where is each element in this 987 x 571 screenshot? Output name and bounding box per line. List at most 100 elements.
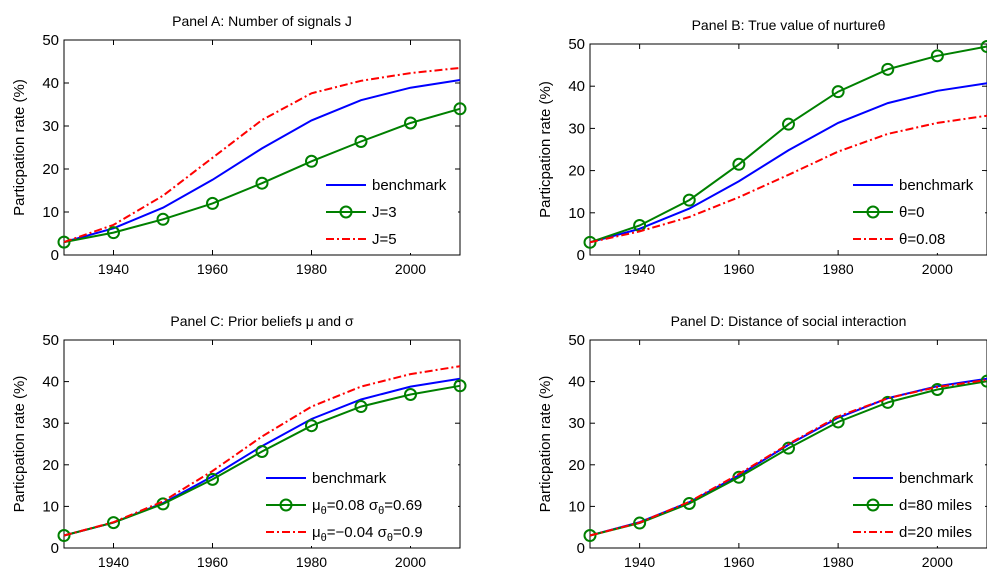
series-line-3 <box>63 365 461 537</box>
legend-label: benchmark <box>899 177 974 194</box>
y-tick-label: 20 <box>568 163 585 180</box>
data-point <box>682 193 696 207</box>
plot-frame <box>63 39 461 256</box>
y-tick-label: 10 <box>42 204 59 221</box>
y-tick-label: 0 <box>51 540 59 557</box>
series-line-2 <box>63 107 461 244</box>
y-axis-label: Particpation rate (%) <box>11 376 28 513</box>
data-point <box>732 157 746 171</box>
series-line-1 <box>63 79 461 244</box>
data-point <box>206 472 219 486</box>
legend-label: J=5 <box>372 231 397 248</box>
data-point <box>881 62 895 76</box>
series-line-1 <box>589 82 987 244</box>
y-tick-label: 50 <box>568 36 585 53</box>
data-point <box>782 117 795 131</box>
series-line-3 <box>589 378 987 537</box>
y-tick-label: 10 <box>568 498 585 515</box>
data-point <box>255 176 269 190</box>
y-tick-label: 50 <box>42 32 59 49</box>
y-tick-label: 20 <box>42 161 59 178</box>
series-line-2 <box>63 384 461 537</box>
data-point <box>206 196 219 210</box>
x-tick-label: 1980 <box>823 554 854 570</box>
plot-frame <box>63 339 461 549</box>
data-point <box>305 154 318 168</box>
y-tick-label: 40 <box>568 78 585 95</box>
x-tick-label: 1960 <box>723 261 754 277</box>
data-point <box>633 516 647 530</box>
data-point <box>930 383 944 397</box>
y-axis-label: Particpation rate (%) <box>537 376 554 513</box>
legend-label: θ=0.08 <box>899 231 945 248</box>
legend-label: benchmark <box>899 470 974 487</box>
data-point <box>583 529 597 543</box>
legend-label: θ=0 <box>899 204 924 221</box>
x-tick-label: 2000 <box>395 554 426 570</box>
legend-label: benchmark <box>312 470 387 487</box>
series-line-2 <box>589 45 987 244</box>
y-tick-label: 50 <box>42 332 59 349</box>
data-point <box>255 444 269 458</box>
plot-frame <box>589 339 987 549</box>
data-point <box>881 395 895 409</box>
data-point <box>404 387 417 401</box>
y-tick-label: 40 <box>568 374 585 391</box>
data-point <box>930 49 944 63</box>
x-tick-label: 2000 <box>922 554 953 570</box>
data-point <box>453 379 467 393</box>
legend: benchmark J=3 J=5 <box>318 171 458 253</box>
series-line-3 <box>589 114 987 244</box>
y-tick-label: 20 <box>42 457 59 474</box>
data-point <box>404 116 417 130</box>
legend: benchmark μθ=0.08 σθ=0.69 μθ=−0.04 σθ=0.9 <box>258 464 458 546</box>
data-point <box>354 134 368 148</box>
y-tick-label: 10 <box>42 498 59 515</box>
data-point <box>57 529 71 543</box>
x-tick-label: 1940 <box>624 554 655 570</box>
y-axis-label: Particpation rate (%) <box>537 81 554 218</box>
panel-3: Panel C: Prior beliefs μ and σ Particpati… <box>11 313 467 570</box>
y-tick-label: 0 <box>577 247 585 264</box>
data-point <box>57 235 71 249</box>
x-tick-label: 1980 <box>296 554 327 570</box>
data-point <box>980 374 987 388</box>
legend-label: d=20 miles <box>899 524 972 541</box>
y-tick-label: 40 <box>42 374 59 391</box>
legend-label: μθ=0.08 σθ=0.69 <box>312 497 422 517</box>
x-tick-label: 1940 <box>624 261 655 277</box>
data-point <box>354 400 368 414</box>
data-point <box>980 40 987 54</box>
legend-label: J=3 <box>372 204 397 221</box>
data-point <box>305 419 318 433</box>
x-tick-label: 1940 <box>98 554 129 570</box>
y-tick-label: 0 <box>577 540 585 557</box>
y-tick-label: 10 <box>568 205 585 222</box>
legend-label: benchmark <box>372 177 447 194</box>
legend-label: μθ=−0.04 σθ=0.9 <box>312 524 423 544</box>
legend: benchmark θ=0 θ=0.08 <box>845 171 985 253</box>
panel-1: Panel A: Number of signals J Particpation… <box>11 13 467 277</box>
x-tick-label: 1960 <box>197 261 228 277</box>
legend-label: d=80 miles <box>899 497 972 514</box>
y-tick-label: 30 <box>42 118 59 135</box>
y-tick-label: 30 <box>568 415 585 432</box>
panel-title: Panel C: Prior beliefs μ and σ <box>170 313 354 329</box>
series-line-3 <box>63 66 461 244</box>
y-tick-label: 0 <box>51 247 59 264</box>
y-tick-label: 30 <box>42 415 59 432</box>
data-point <box>156 212 170 226</box>
x-tick-label: 1980 <box>296 261 327 277</box>
y-tick-label: 40 <box>42 75 59 92</box>
x-tick-label: 2000 <box>395 261 426 277</box>
x-tick-label: 2000 <box>922 261 953 277</box>
plot-frame <box>589 43 987 256</box>
x-tick-label: 1980 <box>823 261 854 277</box>
data-point <box>453 102 467 116</box>
y-axis-label: Particpation rate (%) <box>11 79 28 216</box>
data-point <box>831 85 845 99</box>
x-tick-label: 1940 <box>98 261 129 277</box>
panel-2: Panel B: True value of nurtureθ Particpat… <box>537 17 987 277</box>
legend: benchmark d=80 miles d=20 miles <box>845 464 985 546</box>
